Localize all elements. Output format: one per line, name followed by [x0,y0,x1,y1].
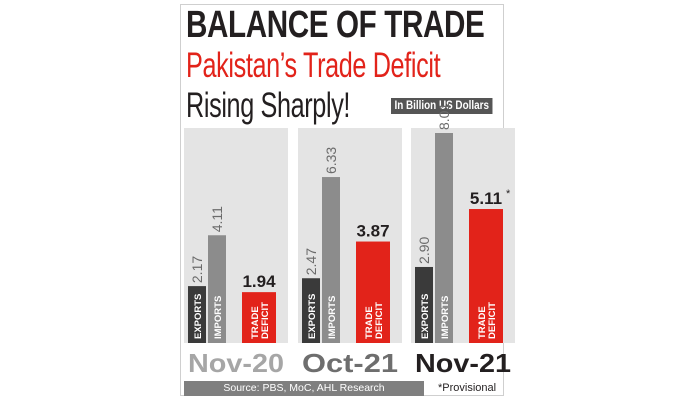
bar-trade-deficit [356,241,390,343]
chart-title: BALANCE OF TRADE [186,4,485,46]
series-label: DEFICIT [487,302,498,339]
value-label: 6.33 [323,147,339,174]
series-label: TRADE [364,306,375,339]
series-label: DEFICIT [260,302,271,339]
category-label: Nov-21 [415,348,511,378]
category-label: Nov-20 [188,348,284,378]
bar-trade-deficit [469,209,503,343]
series-label: TRADE [250,306,261,339]
value-label: 2.17 [189,256,205,283]
chart-subtitle-second-line: Rising Sharply! [186,86,351,125]
series-label: EXPORTS [307,294,318,339]
value-label: 2.90 [416,237,432,264]
value-label: 5.11 [470,189,502,208]
bar-trade-deficit [242,292,276,343]
chart-subtitle: Pakistan’s Trade Deficit [186,46,441,85]
provisional-marker: * [506,188,511,200]
series-label: TRADE [477,306,488,339]
value-label: 3.87 [356,222,389,241]
series-label: IMPORTS [440,296,451,339]
source-note: Source: PBS, MoC, AHL Research [184,381,424,396]
provisional-note: *Provisional [438,382,497,394]
bar-imports [208,235,226,343]
series-label: DEFICIT [374,302,385,339]
unit-badge: In Billion US Dollars [391,98,493,114]
bar-exports [302,278,320,343]
value-label: 2.47 [303,248,319,275]
value-label: 8.01 [436,103,452,130]
series-label: IMPORTS [327,296,338,339]
bar-exports [415,266,433,343]
value-label: 1.94 [242,272,276,291]
bar-exports [188,286,206,343]
series-label: EXPORTS [420,294,431,339]
category-label: Oct-21 [302,348,398,378]
series-label: EXPORTS [193,294,204,339]
value-label: 4.11 [209,206,225,232]
bar-imports [435,133,453,343]
bar-imports [322,177,340,343]
series-label: IMPORTS [213,296,224,339]
